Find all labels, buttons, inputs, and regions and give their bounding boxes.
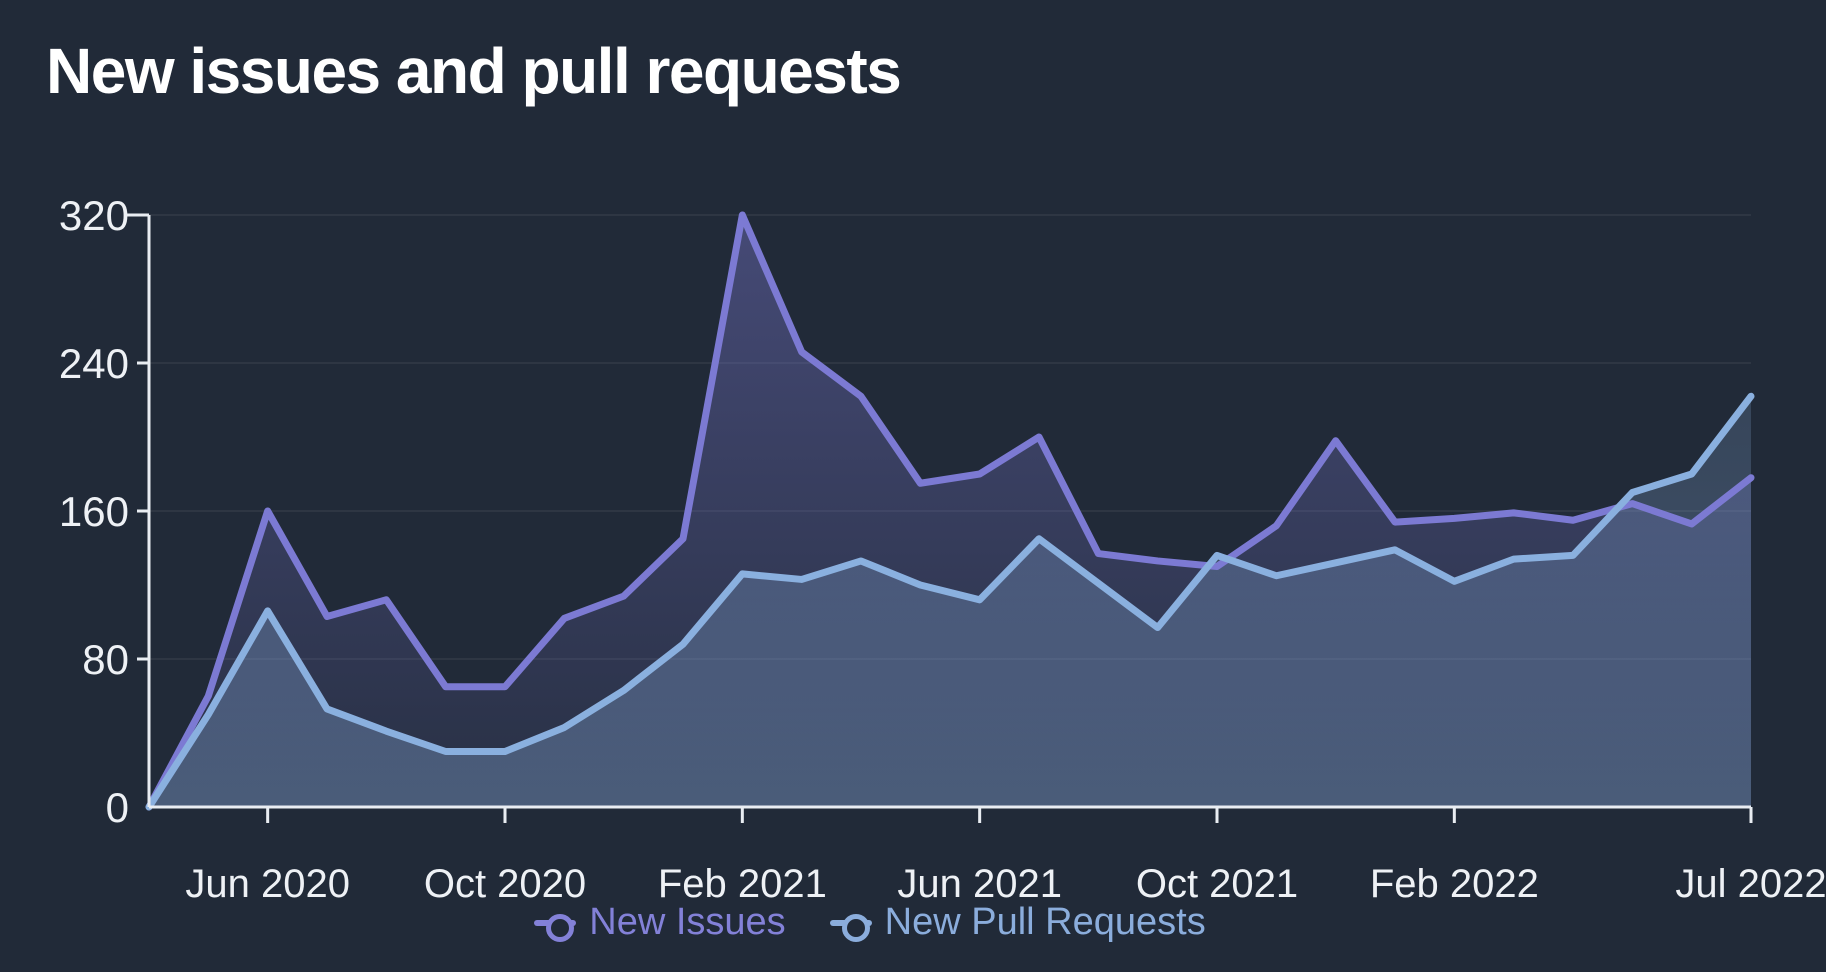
x-tick-label: Jun 2020	[185, 862, 350, 906]
legend-label: New Pull Requests	[884, 901, 1206, 943]
y-tick-label: 160	[59, 488, 129, 535]
legend-item-new-issues[interactable]: New Issues	[534, 901, 786, 944]
pull-requests-line	[145, 392, 1755, 811]
legend: New Issues New Pull Requests	[0, 901, 1740, 944]
legend-item-new-pull-requests[interactable]: New Pull Requests	[829, 901, 1206, 944]
x-tick-label: Jul 2022	[1675, 862, 1826, 906]
y-tick-label: 320	[59, 192, 129, 239]
pull-requests-area	[149, 396, 1751, 807]
y-tick-label: 0	[106, 784, 129, 831]
page-title: New issues and pull requests	[46, 35, 902, 107]
y-tick-label: 240	[59, 340, 129, 387]
line-dot-marker-icon	[534, 913, 577, 942]
issues-line	[145, 211, 1755, 811]
legend-label: New Issues	[589, 901, 786, 943]
y-tick-label: 80	[82, 636, 129, 683]
x-tick-label: Oct 2020	[424, 862, 586, 906]
x-tick-label: Jun 2021	[897, 862, 1062, 906]
x-tick-label: Feb 2021	[658, 862, 827, 906]
x-tick-label: Oct 2021	[1136, 862, 1298, 906]
x-tick-label: Feb 2022	[1370, 862, 1539, 906]
line-dot-marker-icon	[829, 913, 872, 942]
